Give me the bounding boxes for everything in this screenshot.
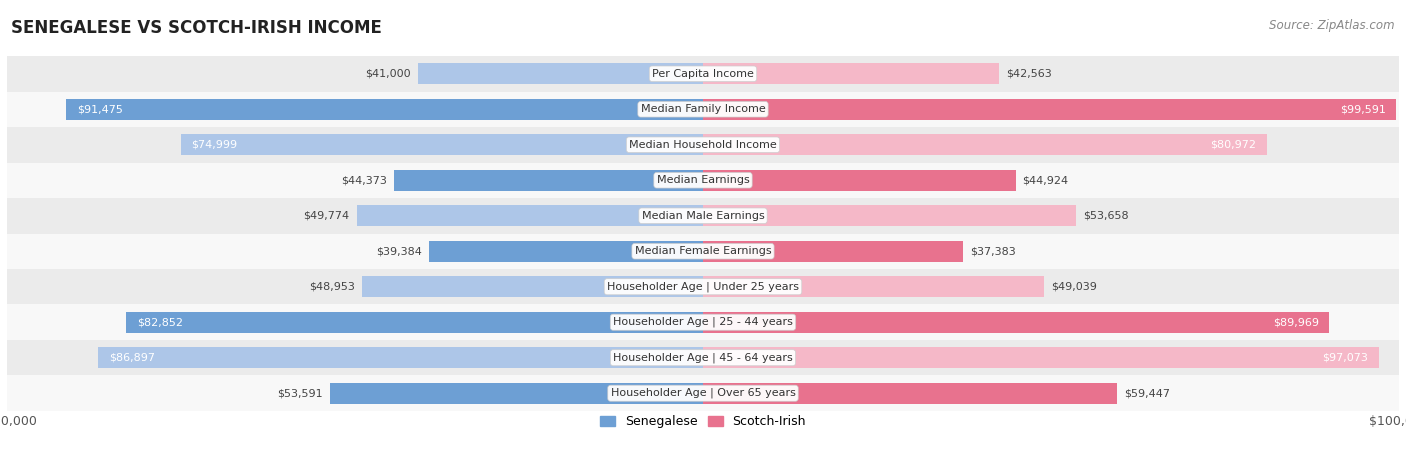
Bar — [357, 205, 703, 226]
Bar — [66, 99, 703, 120]
Text: Median Female Earnings: Median Female Earnings — [634, 246, 772, 256]
Text: $82,852: $82,852 — [136, 317, 183, 327]
Text: $86,897: $86,897 — [108, 353, 155, 363]
Text: $49,774: $49,774 — [304, 211, 350, 221]
Bar — [7, 198, 1399, 234]
Text: $99,591: $99,591 — [1340, 104, 1386, 114]
Text: $44,924: $44,924 — [1022, 175, 1069, 185]
Text: $49,039: $49,039 — [1052, 282, 1097, 292]
Text: Median Household Income: Median Household Income — [628, 140, 778, 150]
Bar — [703, 241, 963, 262]
Bar — [703, 170, 1015, 191]
Text: $74,999: $74,999 — [191, 140, 238, 150]
Bar — [127, 312, 703, 333]
Bar — [98, 347, 703, 368]
Bar — [7, 234, 1399, 269]
Bar — [7, 163, 1399, 198]
Bar — [703, 64, 1000, 84]
Bar — [363, 276, 703, 297]
Bar — [429, 241, 703, 262]
Bar — [394, 170, 703, 191]
Bar — [703, 383, 1116, 403]
Text: Per Capita Income: Per Capita Income — [652, 69, 754, 79]
Text: Householder Age | Over 65 years: Householder Age | Over 65 years — [610, 388, 796, 398]
Text: Householder Age | 45 - 64 years: Householder Age | 45 - 64 years — [613, 353, 793, 363]
Bar — [7, 304, 1399, 340]
Text: $89,969: $89,969 — [1272, 317, 1319, 327]
Bar — [7, 56, 1399, 92]
Bar — [418, 64, 703, 84]
Text: Householder Age | 25 - 44 years: Householder Age | 25 - 44 years — [613, 317, 793, 327]
Text: $91,475: $91,475 — [77, 104, 122, 114]
Bar — [703, 312, 1329, 333]
Bar — [703, 99, 1396, 120]
Bar — [7, 92, 1399, 127]
Bar — [7, 375, 1399, 411]
Bar — [703, 347, 1379, 368]
Text: Median Earnings: Median Earnings — [657, 175, 749, 185]
Text: $41,000: $41,000 — [366, 69, 411, 79]
Text: $44,373: $44,373 — [342, 175, 387, 185]
Text: $39,384: $39,384 — [375, 246, 422, 256]
Text: $80,972: $80,972 — [1211, 140, 1256, 150]
Bar — [7, 269, 1399, 304]
Text: Median Family Income: Median Family Income — [641, 104, 765, 114]
Bar — [703, 134, 1267, 155]
Text: $97,073: $97,073 — [1322, 353, 1368, 363]
Text: $53,591: $53,591 — [277, 388, 323, 398]
Text: $42,563: $42,563 — [1007, 69, 1052, 79]
Bar — [703, 276, 1045, 297]
Text: Householder Age | Under 25 years: Householder Age | Under 25 years — [607, 282, 799, 292]
Text: $37,383: $37,383 — [970, 246, 1017, 256]
Legend: Senegalese, Scotch-Irish: Senegalese, Scotch-Irish — [595, 410, 811, 433]
Text: $53,658: $53,658 — [1084, 211, 1129, 221]
Text: SENEGALESE VS SCOTCH-IRISH INCOME: SENEGALESE VS SCOTCH-IRISH INCOME — [11, 19, 382, 37]
Text: Median Male Earnings: Median Male Earnings — [641, 211, 765, 221]
Text: Source: ZipAtlas.com: Source: ZipAtlas.com — [1270, 19, 1395, 32]
Bar — [7, 340, 1399, 375]
Bar — [703, 205, 1077, 226]
Text: $59,447: $59,447 — [1123, 388, 1170, 398]
Bar — [181, 134, 703, 155]
Bar — [330, 383, 703, 403]
Text: $48,953: $48,953 — [309, 282, 356, 292]
Bar — [7, 127, 1399, 163]
